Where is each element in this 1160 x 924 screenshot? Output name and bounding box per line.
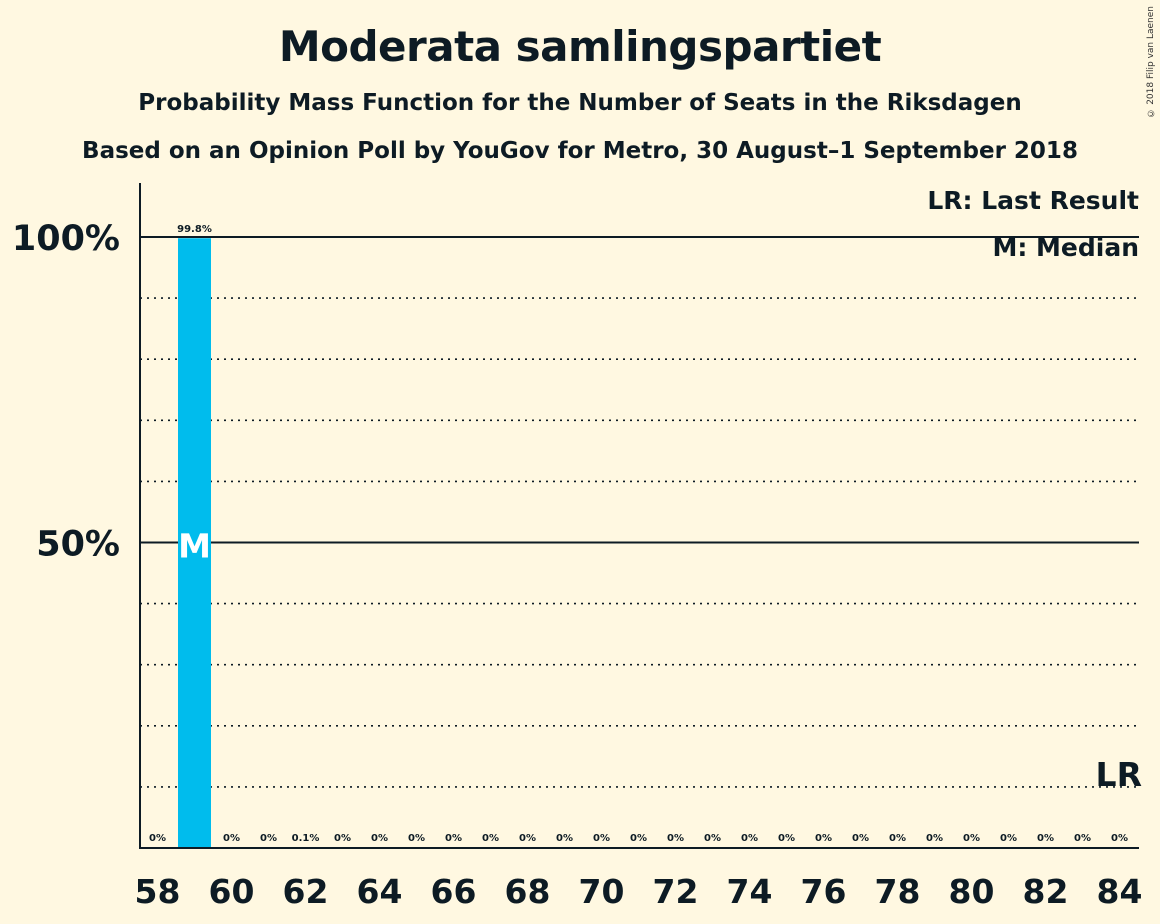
x-tick-labels: 58 60 62 64 66 68 70 72 74 76 78 80 82 84 bbox=[135, 872, 1143, 911]
axes bbox=[139, 183, 1139, 849]
value-label-seat-75: 0% bbox=[778, 833, 795, 844]
value-label-seat-70: 0% bbox=[593, 833, 610, 844]
value-label-seat-59: 99.8% bbox=[177, 224, 212, 235]
chart-subtitle-source: Based on an Opinion Poll by YouGov for M… bbox=[82, 138, 1078, 164]
value-label-seat-80: 0% bbox=[963, 833, 980, 844]
value-label-seat-77: 0% bbox=[852, 833, 869, 844]
chart-title: Moderata samlingspartiet bbox=[278, 22, 882, 71]
value-label-seat-58: 0% bbox=[149, 833, 166, 844]
value-label-seat-84: 0% bbox=[1111, 833, 1128, 844]
x-tick-58: 58 bbox=[135, 872, 181, 911]
x-tick-68: 68 bbox=[505, 872, 551, 911]
value-label-seat-78: 0% bbox=[889, 833, 906, 844]
value-label-seat-71: 0% bbox=[630, 833, 647, 844]
x-tick-76: 76 bbox=[801, 872, 847, 911]
value-label-seat-74: 0% bbox=[741, 833, 758, 844]
legend-median: M: Median bbox=[992, 233, 1139, 262]
value-label-seat-81: 0% bbox=[1000, 833, 1017, 844]
y-tick-labels: 100% 50% bbox=[12, 219, 120, 565]
value-label-seat-67: 0% bbox=[482, 833, 499, 844]
y-tick-50: 50% bbox=[36, 525, 120, 565]
x-tick-72: 72 bbox=[653, 872, 699, 911]
legend-last-result: LR: Last Result bbox=[927, 186, 1139, 215]
x-tick-80: 80 bbox=[949, 872, 995, 911]
value-label-seat-65: 0% bbox=[408, 833, 425, 844]
x-tick-62: 62 bbox=[283, 872, 329, 911]
value-label-seat-60: 0% bbox=[223, 833, 240, 844]
x-tick-64: 64 bbox=[357, 872, 403, 911]
x-tick-66: 66 bbox=[431, 872, 477, 911]
value-label-seat-82: 0% bbox=[1037, 833, 1054, 844]
x-tick-74: 74 bbox=[727, 872, 773, 911]
value-label-seat-76: 0% bbox=[815, 833, 832, 844]
chart-subtitle: Probability Mass Function for the Number… bbox=[138, 90, 1022, 116]
value-labels: 0% 99.8% 0% 0% 0.1% 0% 0% 0% 0% 0% 0% 0% 0% 0% 0% 0% 0% 0… bbox=[149, 224, 1128, 844]
y-tick-100: 100% bbox=[12, 219, 120, 259]
value-label-seat-69: 0% bbox=[556, 833, 573, 844]
value-label-seat-66: 0% bbox=[445, 833, 462, 844]
value-label-seat-64: 0% bbox=[371, 833, 388, 844]
x-tick-70: 70 bbox=[579, 872, 625, 911]
x-tick-84: 84 bbox=[1097, 872, 1143, 911]
value-label-seat-79: 0% bbox=[926, 833, 943, 844]
value-label-seat-61: 0% bbox=[260, 833, 277, 844]
last-result-marker: LR bbox=[1096, 755, 1142, 794]
value-label-seat-63: 0% bbox=[334, 833, 351, 844]
value-label-seat-72: 0% bbox=[667, 833, 684, 844]
value-label-seat-62: 0.1% bbox=[292, 833, 320, 844]
bars: M bbox=[178, 238, 211, 849]
gridlines bbox=[140, 236, 1139, 788]
x-tick-82: 82 bbox=[1023, 872, 1069, 911]
value-label-seat-83: 0% bbox=[1074, 833, 1091, 844]
x-tick-78: 78 bbox=[875, 872, 921, 911]
value-label-seat-73: 0% bbox=[704, 833, 721, 844]
x-tick-60: 60 bbox=[209, 872, 255, 911]
value-label-seat-68: 0% bbox=[519, 833, 536, 844]
bar-seat-59 bbox=[178, 238, 211, 849]
median-marker: M bbox=[178, 527, 211, 566]
